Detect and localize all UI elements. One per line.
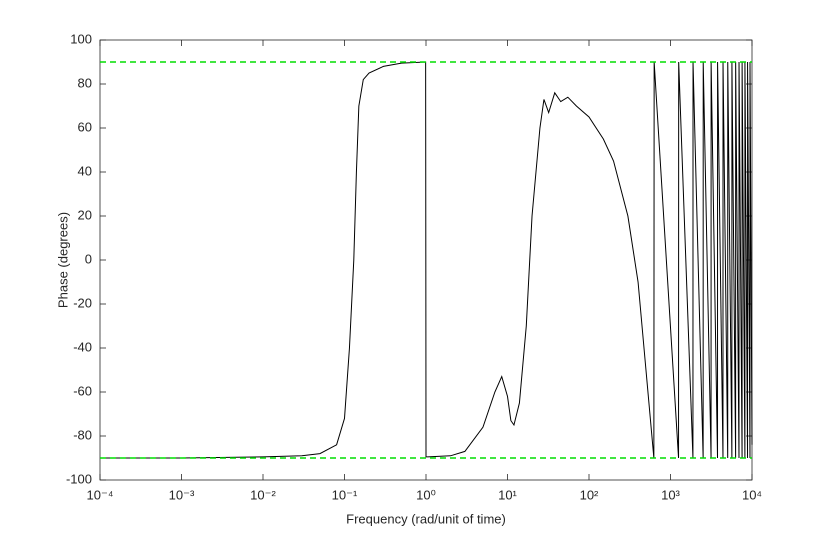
y-tick-label: -60 (73, 383, 92, 398)
y-tick-label: -100 (66, 471, 92, 486)
x-tick-label: 10¹ (498, 487, 517, 502)
x-axis-label: Frequency (rad/unit of time) (346, 511, 506, 526)
y-tick-label: 80 (78, 75, 92, 90)
y-tick-label: 100 (70, 31, 92, 46)
y-tick-label: 0 (85, 251, 92, 266)
x-tick-label: 10⁰ (416, 487, 436, 502)
y-tick-label: 60 (78, 119, 92, 134)
x-tick-label: 10² (580, 487, 599, 502)
y-tick-label: -80 (73, 427, 92, 442)
y-axis-label: Phase (degrees) (55, 212, 70, 308)
y-tick-label: -40 (73, 339, 92, 354)
x-tick-label: 10⁴ (742, 487, 762, 502)
x-tick-label: 10⁻³ (169, 487, 195, 502)
y-tick-label: 40 (78, 163, 92, 178)
x-tick-label: 10³ (661, 487, 680, 502)
y-tick-label: -20 (73, 295, 92, 310)
y-tick-label: 20 (78, 207, 92, 222)
x-tick-label: 10⁻² (250, 487, 276, 502)
x-tick-label: 10⁻⁴ (87, 487, 114, 502)
x-tick-label: 10⁻¹ (332, 487, 358, 502)
